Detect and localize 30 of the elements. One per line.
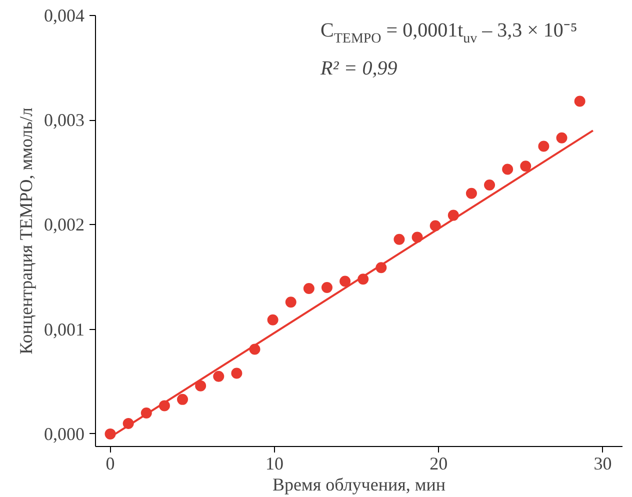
point (213, 370, 224, 382)
point (574, 96, 586, 107)
point (267, 314, 278, 326)
point (104, 428, 116, 440)
y-tick-label: 0,004 (44, 6, 84, 26)
point (195, 380, 206, 392)
y-tick-label: 0,001 (44, 319, 84, 340)
point (484, 179, 496, 190)
x-tick-label: 10 (265, 454, 284, 474)
point (321, 282, 332, 293)
x-tick-label: 30 (594, 454, 612, 474)
point (231, 368, 242, 379)
y-axis-title: Концентрация TEMPO, ммоль/л (16, 108, 36, 354)
y-tick-label: 0,002 (44, 214, 84, 235)
point (177, 394, 188, 405)
y-tick-label: 0,000 (44, 424, 84, 444)
point (394, 234, 405, 245)
point (556, 132, 568, 144)
point (466, 188, 477, 199)
x-axis-title: Время облучения, мин (272, 474, 446, 494)
point (520, 160, 532, 172)
x-tick-label: 0 (106, 454, 115, 474)
y-tick-label: 0,003 (44, 110, 84, 130)
annotation: R² = 0,99 (320, 58, 398, 80)
x-tick-label: 20 (430, 454, 448, 474)
point (285, 296, 296, 308)
point (538, 140, 550, 152)
point (502, 164, 514, 175)
point (340, 276, 351, 287)
point (303, 283, 314, 294)
